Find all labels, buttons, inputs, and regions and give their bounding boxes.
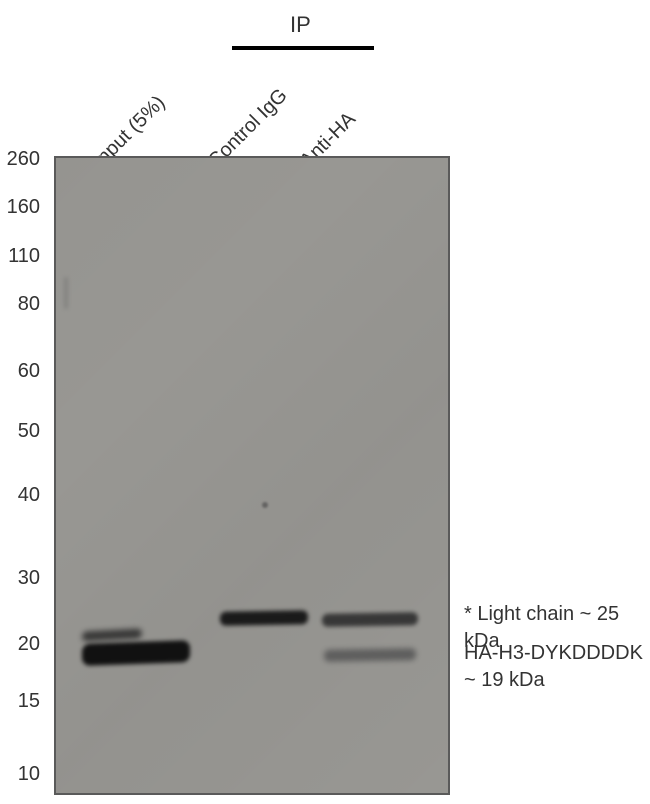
blot-band [220,610,308,626]
annotation-text-line2: ~ 19 kDa [464,669,545,691]
blot-band [324,648,416,662]
mw-marker: 260 [0,148,40,171]
blot-band [322,612,418,627]
mw-marker: 160 [0,196,40,219]
mw-marker: 40 [0,484,40,507]
blot-image [54,156,450,795]
figure-container: IP Input (5%) Control IgG Anti-HA 260160… [0,0,650,804]
mw-marker: 15 [0,690,40,713]
blot-band [262,502,268,508]
mw-marker: 80 [0,293,40,316]
blot-band [82,628,142,641]
mw-marker: 20 [0,633,40,656]
mw-marker: 10 [0,763,40,786]
ip-group-label: IP [290,12,311,38]
bands-layer [56,158,448,793]
mw-marker: 60 [0,360,40,383]
blot-band [64,277,68,309]
annotation-text-line1: HA-H3-DYKDDDDK [464,642,643,664]
mw-marker: 110 [0,245,40,268]
blot-band [82,640,190,666]
mw-marker: 50 [0,420,40,443]
annotation-target-band: HA-H3-DYKDDDDK ~ 19 kDa [464,640,643,694]
mw-marker: 30 [0,567,40,590]
ip-group-underline [232,46,374,50]
